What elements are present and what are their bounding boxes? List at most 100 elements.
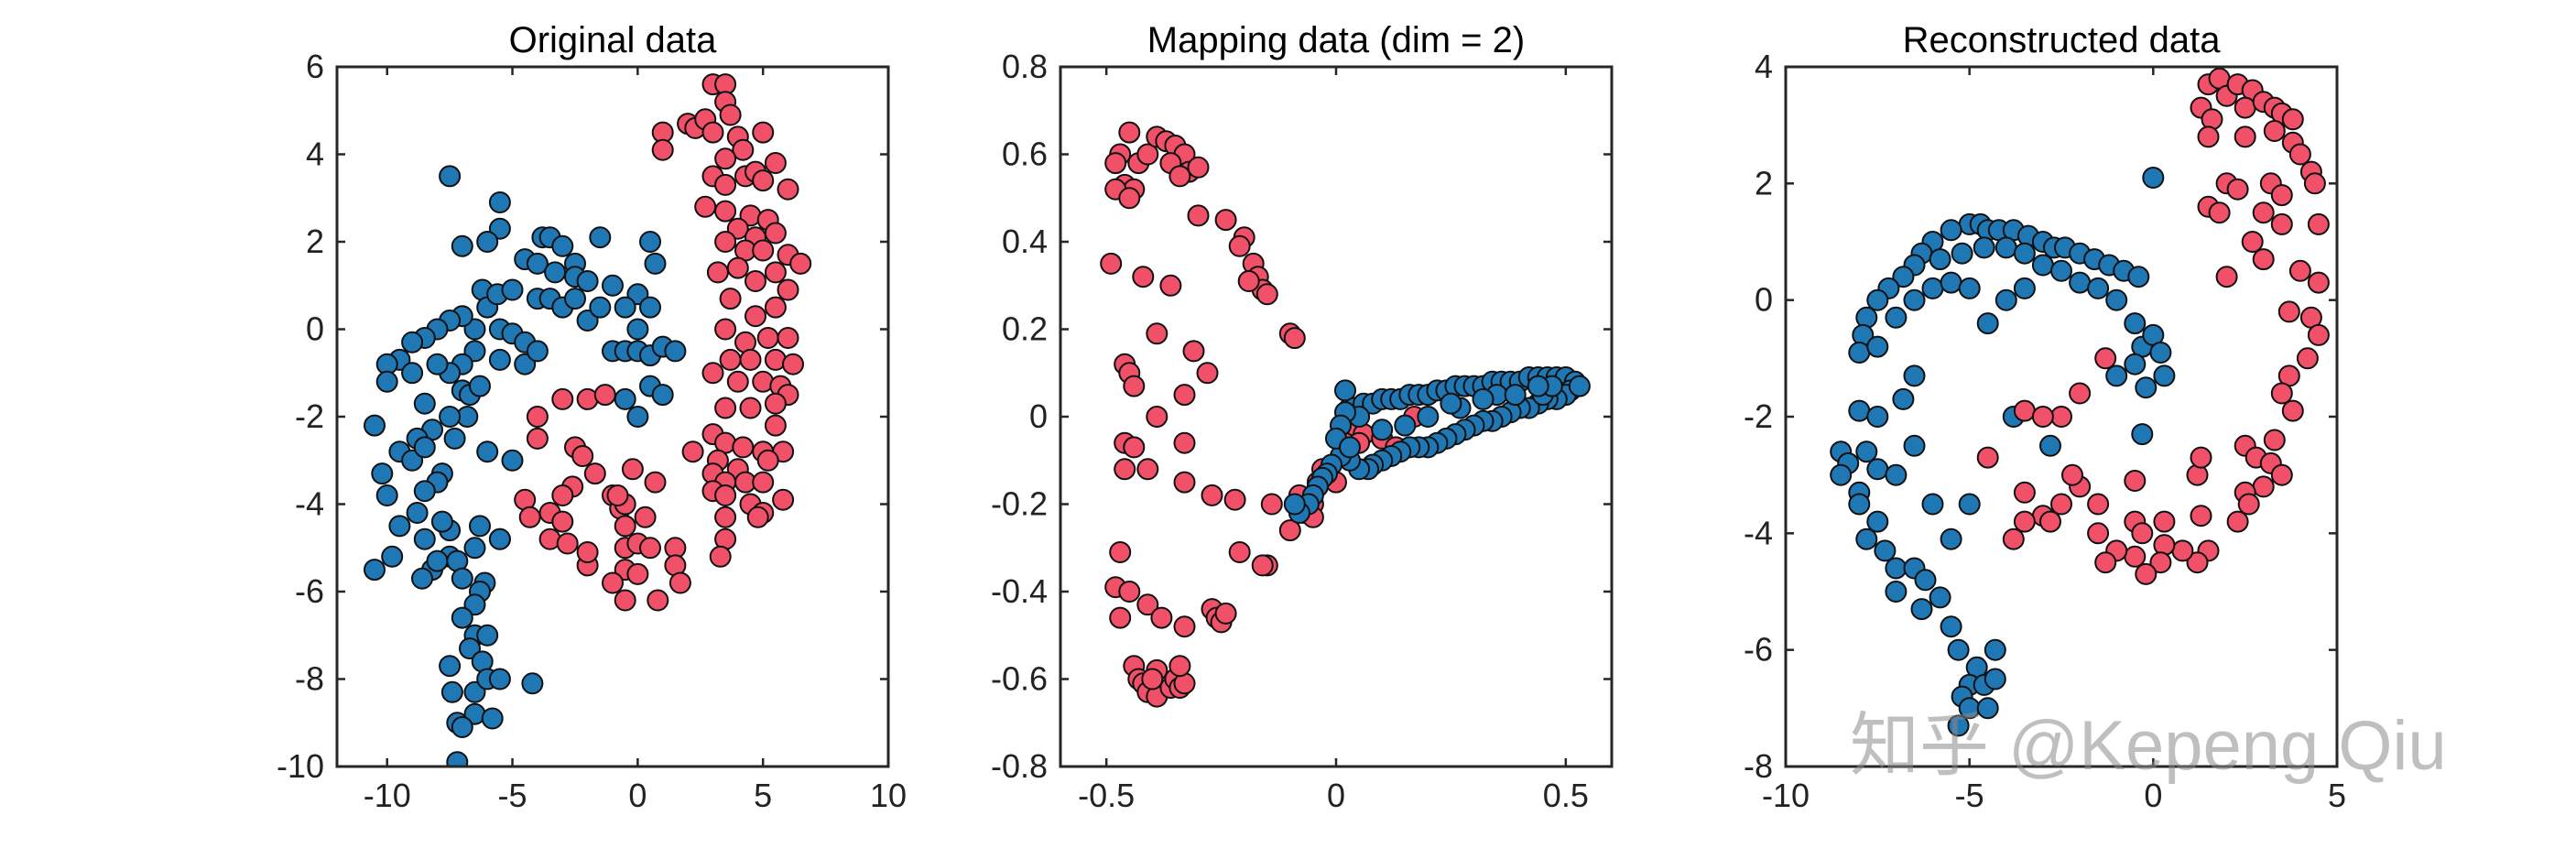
data-point: [2234, 96, 2256, 119]
data-point: [2263, 120, 2286, 142]
data-point: [2270, 184, 2293, 207]
y-tick-label: -8: [1744, 747, 1773, 785]
data-point: [1283, 493, 1306, 516]
data-point: [2050, 406, 2072, 428]
data-point: [501, 449, 524, 472]
data-point: [668, 571, 691, 594]
data-point: [1976, 312, 1999, 335]
data-point: [463, 318, 486, 341]
data-point: [1866, 335, 1889, 358]
data-point: [1958, 493, 1981, 516]
data-point: [1146, 322, 1168, 345]
data-point: [2234, 125, 2256, 148]
data-point: [2087, 493, 2110, 516]
data-point: [694, 195, 717, 218]
chart-title: Original data: [509, 20, 718, 60]
y-tick-label: 6: [306, 48, 324, 85]
chart-title: Reconstructed data: [1903, 20, 2222, 60]
data-point: [430, 510, 453, 533]
data-point: [551, 510, 574, 533]
data-point: [564, 288, 586, 310]
data-point: [1168, 165, 1191, 188]
data-point: [440, 680, 463, 703]
data-point: [606, 484, 629, 506]
y-tick-label: 0: [306, 310, 324, 348]
data-point: [2142, 167, 2165, 189]
data-point: [1104, 152, 1127, 175]
data-point: [1339, 436, 1361, 459]
data-point: [1940, 615, 1962, 638]
data-point: [2031, 254, 2054, 277]
data-point: [1984, 638, 2006, 661]
data-point: [426, 353, 449, 375]
data-point: [1848, 399, 1871, 422]
data-point: [1866, 510, 1889, 533]
data-point: [639, 296, 661, 319]
data-point: [756, 327, 779, 349]
data-point: [1123, 375, 1146, 397]
data-point: [2281, 108, 2304, 131]
data-point: [2215, 266, 2238, 288]
data-point: [2149, 551, 2172, 574]
data-point: [1251, 554, 1274, 577]
y-tick-label: -0.6: [991, 660, 1048, 698]
data-point: [1951, 242, 1973, 265]
data-point: [1214, 209, 1237, 232]
data-point: [2226, 510, 2249, 533]
x-tick-label: 0: [1327, 777, 1345, 814]
data-point: [714, 231, 737, 253]
data-point: [526, 406, 549, 428]
data-point: [2171, 539, 2194, 562]
data-point: [1903, 364, 1926, 387]
data-point: [1848, 342, 1871, 364]
x-tick-label: -0.5: [1078, 777, 1135, 814]
data-point: [526, 340, 549, 363]
data-point: [406, 502, 429, 524]
data-point: [426, 549, 449, 572]
data-point: [1196, 362, 1219, 385]
x-tick-label: 10: [870, 777, 907, 814]
data-point: [1892, 387, 1915, 410]
data-point: [375, 484, 398, 506]
data-point: [451, 606, 473, 629]
data-point: [634, 506, 657, 528]
data-point: [2039, 434, 2061, 457]
data-point: [446, 751, 469, 767]
data-point: [1914, 569, 1937, 592]
data-point: [576, 310, 599, 332]
data-point: [745, 305, 766, 328]
data-point: [2303, 172, 2326, 195]
data-point: [1141, 668, 1164, 690]
y-tick-label: 0: [1755, 281, 1773, 319]
data-point: [463, 593, 486, 616]
y-tick-label: -8: [295, 660, 324, 698]
data-point: [476, 440, 499, 463]
data-point: [719, 103, 742, 126]
data-point: [576, 541, 599, 563]
data-point: [1440, 392, 1462, 415]
data-point: [1929, 586, 1951, 609]
data-point: [439, 406, 462, 428]
data-point: [726, 256, 749, 279]
data-point: [1874, 539, 1897, 562]
data-point: [1504, 384, 1527, 407]
data-point: [1472, 387, 1495, 410]
data-point: [1417, 406, 1440, 428]
panel-mapping-data: Mapping data (dim = 2) -0.5 0 0.5 0.8 0.6 0.4 0…: [991, 20, 1614, 814]
data-point: [1921, 493, 1944, 516]
x-tick-label: 0.5: [1543, 777, 1589, 814]
data-point: [1866, 406, 1889, 428]
data-point: [714, 147, 737, 170]
data-point: [1885, 557, 1908, 580]
data-point: [463, 340, 486, 363]
panel-original-data: Original data -10 -5 0 5 10 6 4 2 0 -2 -4 -6 -8 -10: [277, 20, 907, 814]
data-point: [1910, 598, 1933, 621]
data-point: [1136, 458, 1159, 481]
y-tick-label: -4: [295, 485, 324, 523]
data-point: [719, 348, 742, 371]
data-point: [551, 484, 574, 506]
data-point: [2069, 271, 2092, 294]
y-tick-label: 0.6: [1002, 136, 1048, 173]
data-point: [614, 296, 636, 319]
data-point: [2094, 551, 2117, 574]
